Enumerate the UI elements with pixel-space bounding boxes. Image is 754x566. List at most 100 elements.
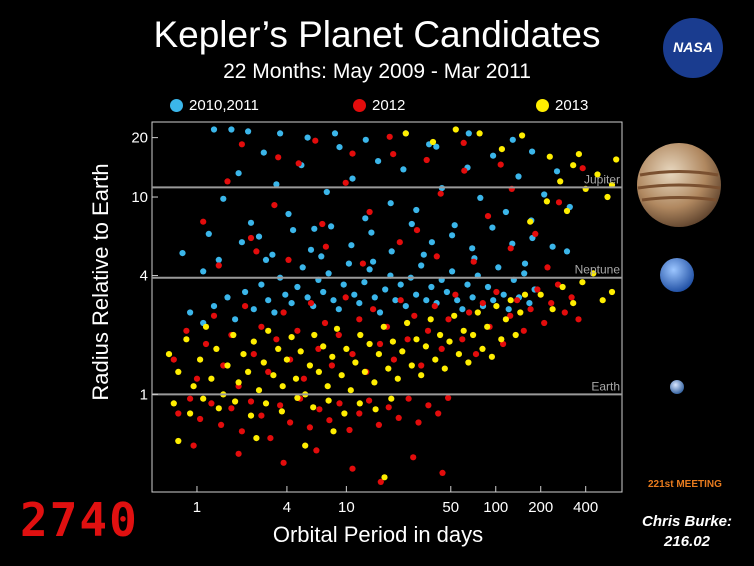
data-point-2013: [479, 345, 486, 352]
data-point-2012: [215, 262, 222, 269]
data-point-2013: [361, 368, 368, 375]
data-point-2012: [359, 260, 366, 267]
data-point-2010-2011: [375, 158, 382, 165]
data-point-2010-2011: [387, 200, 394, 207]
data-point-2012: [431, 303, 438, 310]
earth-image: [670, 380, 684, 394]
data-point-2013: [245, 368, 252, 375]
data-point-2010-2011: [238, 239, 245, 246]
data-point-2010-2011: [400, 166, 407, 173]
data-point-2013: [324, 383, 331, 390]
legend-swatch: [353, 99, 366, 112]
data-point-2010-2011: [340, 281, 347, 288]
y-tick-label: 4: [140, 268, 148, 285]
data-point-2010-2011: [465, 130, 472, 137]
data-point-2013: [399, 348, 406, 355]
data-point-2013: [330, 428, 337, 435]
data-point-2012: [375, 421, 382, 428]
data-point-2010-2011: [408, 220, 415, 228]
data-point-2010-2011: [549, 243, 556, 250]
data-point-2013: [333, 325, 341, 332]
data-point-2012: [295, 160, 302, 167]
legend-label: 2010,2011: [189, 97, 259, 114]
data-point-2010-2011: [250, 306, 257, 313]
data-point-2010-2011: [563, 248, 571, 255]
data-point-2013: [484, 323, 491, 330]
data-point-2013: [559, 283, 566, 291]
data-point-2012: [514, 297, 521, 304]
legend-swatch: [536, 99, 549, 112]
data-point-2012: [349, 150, 356, 157]
data-point-2010-2011: [179, 250, 186, 257]
data-point-2013: [388, 395, 395, 402]
data-point-2013: [187, 410, 194, 417]
data-point-2010-2011: [428, 283, 435, 291]
aas-meeting-logo: 221st MEETING: [648, 479, 748, 507]
data-point-2010-2011: [526, 300, 533, 307]
data-point-2012: [534, 286, 541, 293]
data-point-2013: [455, 351, 462, 358]
data-point-2013: [230, 331, 237, 339]
data-point-2010-2011: [362, 215, 369, 222]
data-point-2010-2011: [328, 223, 335, 230]
data-point-2010-2011: [323, 188, 330, 196]
data-point-2013: [517, 309, 524, 316]
data-point-2013: [441, 365, 448, 372]
data-point-2013: [255, 387, 263, 394]
data-point-2013: [294, 394, 301, 401]
data-point-2010-2011: [382, 286, 389, 293]
data-point-2012: [218, 421, 225, 428]
data-point-2010-2011: [348, 242, 355, 249]
data-point-2010-2011: [505, 306, 512, 313]
data-point-2010-2011: [247, 219, 255, 226]
data-point-2013: [213, 345, 220, 352]
data-point-2010-2011: [277, 130, 284, 137]
y-tick-label: 10: [131, 189, 148, 206]
data-point-2010-2011: [413, 291, 420, 298]
data-point-2010-2011: [443, 288, 450, 296]
data-point-2010-2011: [330, 297, 337, 304]
data-point-2010-2011: [232, 316, 239, 323]
data-point-2013: [474, 309, 481, 316]
data-point-2013: [375, 351, 382, 358]
data-point-2013: [394, 375, 401, 382]
legend-label: 2013: [555, 97, 589, 114]
data-point-2012: [410, 454, 417, 461]
data-point-2012: [238, 141, 245, 148]
data-point-2013: [537, 291, 544, 298]
data-point-2012: [548, 300, 555, 307]
data-point-2013: [452, 126, 459, 133]
data-point-2010-2011: [242, 288, 249, 296]
data-point-2012: [555, 199, 563, 206]
data-point-2012: [247, 234, 255, 242]
data-point-2010-2011: [529, 148, 536, 155]
nasa-logo-text: NASA: [673, 39, 713, 55]
data-point-2012: [306, 424, 313, 431]
data-point-2010-2011: [349, 175, 356, 182]
data-point-2013: [460, 327, 467, 334]
data-point-2013: [451, 312, 458, 319]
data-point-2010-2011: [335, 306, 342, 313]
data-point-2013: [570, 162, 577, 169]
data-point-2010-2011: [420, 251, 427, 258]
data-point-2012: [250, 351, 257, 358]
data-point-2013: [493, 303, 500, 310]
data-point-2012: [532, 230, 539, 237]
data-point-2012: [280, 459, 287, 466]
data-point-2010-2011: [282, 291, 289, 298]
data-point-2013: [476, 130, 483, 137]
data-point-2013: [366, 340, 373, 348]
data-point-2012: [397, 297, 404, 304]
data-point-2012: [238, 428, 245, 435]
data-point-2012: [208, 400, 215, 407]
data-point-2012: [275, 154, 282, 161]
data-point-2010-2011: [290, 227, 297, 234]
data-point-2013: [549, 306, 556, 313]
data-point-2010-2011: [368, 229, 375, 236]
data-point-2010-2011: [502, 208, 509, 216]
data-point-2012: [313, 447, 320, 454]
data-point-2012: [507, 245, 514, 252]
data-point-2012: [460, 139, 467, 146]
data-point-2012: [346, 426, 353, 434]
